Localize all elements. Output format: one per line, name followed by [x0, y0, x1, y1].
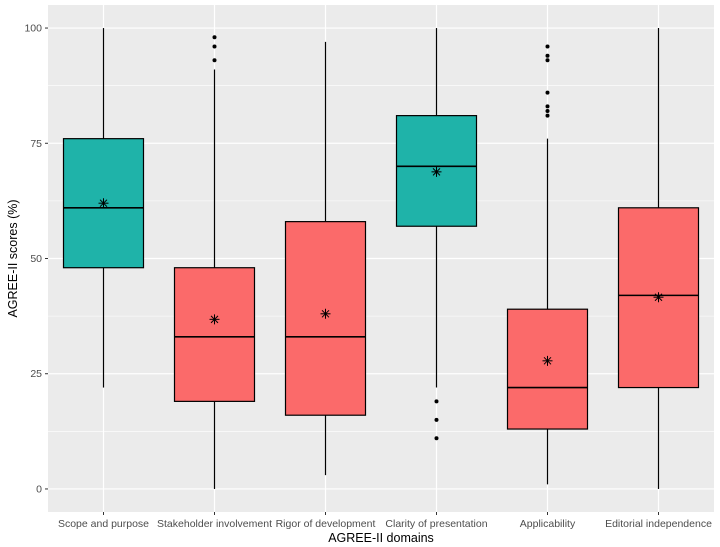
box-3 — [284, 41, 367, 476]
x-tick-label: Stakeholder involvement — [157, 518, 272, 530]
outlier-point — [212, 35, 217, 40]
x-tick-label: Clarity of presentation — [385, 518, 487, 530]
outlier-point — [212, 44, 217, 49]
box-6 — [617, 28, 700, 489]
mean-marker-stroke — [321, 309, 330, 318]
outlier-point — [545, 109, 550, 114]
x-tick-label: Scope and purpose — [58, 518, 149, 530]
y-axis: 0 25 50 75 100 — [24, 23, 48, 495]
outlier-point — [434, 399, 439, 404]
outlier-point — [212, 58, 217, 63]
box-2 — [173, 35, 256, 489]
y-tick-label: 0 — [36, 483, 42, 495]
mean-marker — [320, 308, 331, 319]
x-tick-label: Editorial independence — [605, 518, 712, 530]
outlier-point — [434, 417, 439, 422]
mean-marker-stroke — [99, 199, 108, 208]
outlier-point — [545, 44, 550, 49]
box-iqr — [173, 267, 256, 402]
y-tick-label: 75 — [30, 138, 42, 150]
box-group — [62, 28, 700, 489]
mean-marker-stroke — [210, 315, 219, 324]
outlier-point — [545, 58, 550, 63]
mean-marker — [98, 198, 109, 209]
outlier-point — [545, 104, 550, 109]
mean-marker — [209, 314, 220, 325]
outlier-point — [545, 53, 550, 58]
y-tick-label: 50 — [30, 253, 42, 265]
x-tick-label: Applicability — [520, 518, 576, 530]
mean-marker — [431, 166, 442, 177]
mean-marker-stroke — [543, 356, 552, 365]
box-4 — [395, 28, 478, 441]
x-axis-title: AGREE-II domains — [328, 531, 434, 545]
box-5 — [506, 44, 589, 485]
outlier-point — [434, 436, 439, 441]
mean-marker — [542, 355, 553, 366]
outlier-point — [545, 113, 550, 118]
outlier-point — [545, 90, 550, 95]
mean-marker-stroke — [654, 293, 663, 302]
mean-marker-stroke — [432, 167, 441, 176]
x-axis: Scope and purpose Stakeholder involvement… — [58, 512, 712, 530]
mean-marker — [653, 292, 664, 303]
box-1 — [62, 28, 145, 388]
x-tick-label: Rigor of development — [276, 518, 376, 530]
y-tick-label: 100 — [24, 23, 42, 35]
y-tick-label: 25 — [30, 368, 42, 380]
box-iqr — [506, 308, 589, 430]
y-axis-title: AGREE-II scores (%) — [6, 199, 20, 317]
